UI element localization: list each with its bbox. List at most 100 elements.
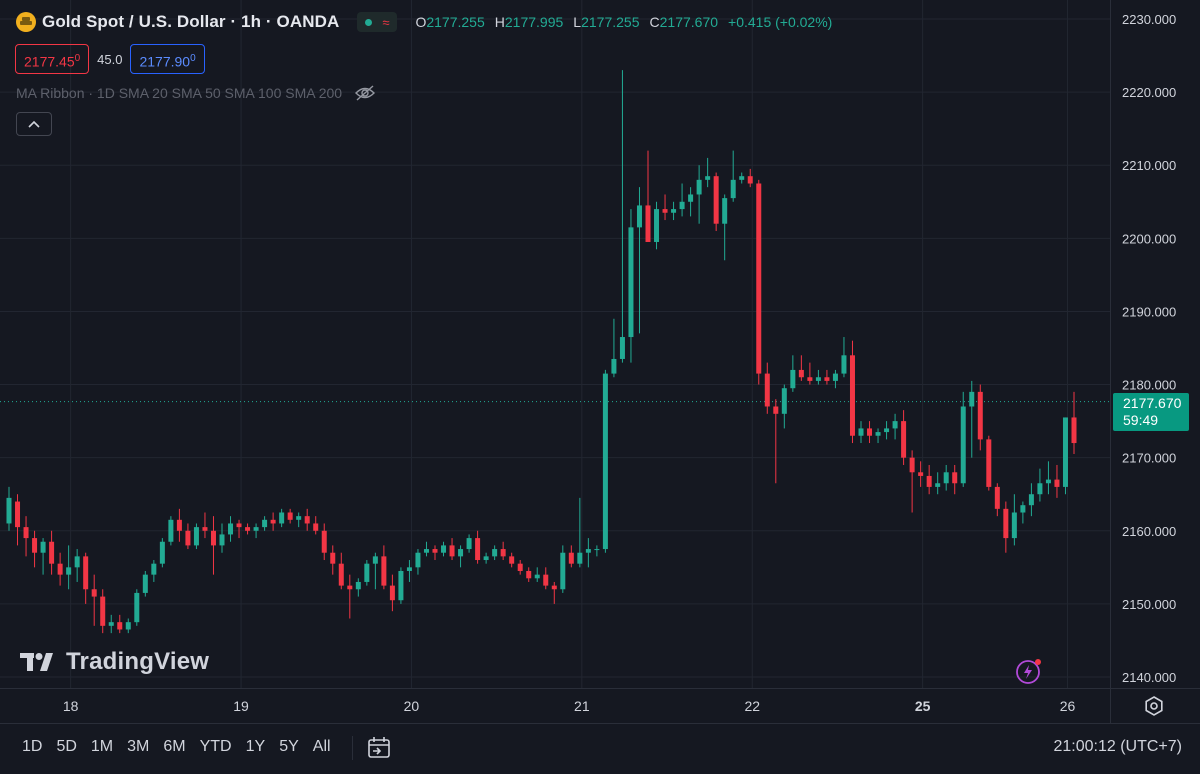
candle-body <box>296 516 302 520</box>
candle-body <box>228 523 234 535</box>
candle-body <box>841 355 847 374</box>
candle <box>875 428 881 444</box>
goto-date-icon[interactable] <box>366 735 392 761</box>
settings-icon[interactable] <box>1143 695 1165 717</box>
candle <box>219 523 225 553</box>
wave-icon: ≈ <box>382 14 390 30</box>
buy-button[interactable]: 2177.900 <box>130 44 205 74</box>
candle <box>935 472 941 495</box>
candle <box>262 516 268 531</box>
candle <box>1011 494 1017 546</box>
candle-body <box>534 574 540 579</box>
range-1m-button[interactable]: 1M <box>90 738 114 755</box>
candle <box>969 380 975 458</box>
candle <box>645 150 651 242</box>
range-3m-button[interactable]: 3M <box>127 738 150 755</box>
candle-body <box>202 527 208 531</box>
candle-body <box>466 538 472 550</box>
candle-body <box>568 552 574 564</box>
eye-off-icon[interactable] <box>354 85 376 101</box>
candle-body <box>287 512 293 520</box>
candle <box>1071 391 1077 455</box>
candle <box>577 497 583 568</box>
candle-body <box>594 549 600 551</box>
collapse-legend-button[interactable] <box>16 112 52 136</box>
range-ytd-button[interactable]: YTD <box>199 738 232 755</box>
x-tick-label: 18 <box>63 698 79 714</box>
sell-button[interactable]: 2177.450 <box>15 44 90 74</box>
candle-body <box>696 179 702 195</box>
tradingview-logo[interactable]: TradingView <box>20 648 209 676</box>
candle-body <box>764 373 770 407</box>
candle <box>398 567 404 604</box>
candle <box>338 552 344 590</box>
timezone-clock[interactable]: 21:00:12 (UTC+7) <box>1053 738 1182 755</box>
candle-body <box>509 556 515 564</box>
candle-body <box>125 622 131 630</box>
price-chart[interactable]: 2140.000 2150.000 2160.000 2170.000 2180.000… <box>0 0 1200 723</box>
symbol-title[interactable]: Gold Spot / U.S. Dollar · 1h · OANDA <box>42 12 340 31</box>
ohlc-open: O2177.255 <box>415 14 485 30</box>
range-1y-button[interactable]: 1Y <box>245 738 266 755</box>
candle-body <box>236 523 242 528</box>
candle <box>176 508 182 542</box>
candle-body <box>926 475 932 487</box>
candle <box>185 523 191 550</box>
candle-body <box>688 194 694 202</box>
candle <box>994 483 1000 517</box>
candle-body <box>15 501 21 528</box>
candle <box>347 574 353 619</box>
candle <box>117 614 123 634</box>
x-tick-label: 19 <box>233 698 249 714</box>
flash-icon[interactable] <box>1016 658 1042 684</box>
candle <box>977 384 983 451</box>
candle-body <box>679 201 685 210</box>
candle-body <box>492 549 498 557</box>
market-status[interactable]: ≈ <box>357 12 398 32</box>
candle-body <box>142 574 148 593</box>
candle-body <box>313 523 319 531</box>
candle-body <box>773 406 779 414</box>
gold-icon[interactable] <box>16 12 36 32</box>
candle-body <box>739 176 745 180</box>
y-tick-label: 2140.000 <box>1122 670 1176 685</box>
candle <box>458 545 464 568</box>
candle <box>654 201 660 250</box>
candle-body <box>551 585 557 590</box>
candle-body <box>543 574 549 586</box>
candle-body <box>245 527 251 531</box>
candle <box>1020 501 1026 524</box>
candle-body <box>185 530 191 546</box>
candle <box>245 523 251 535</box>
candle-body <box>372 556 378 564</box>
candle-body <box>168 519 174 542</box>
range-all-button[interactable]: All <box>312 738 331 755</box>
candle-body <box>74 556 80 568</box>
candle <box>466 534 472 553</box>
candle-body <box>49 541 55 564</box>
candle-body <box>628 227 634 338</box>
range-1d-button[interactable]: 1D <box>22 738 43 755</box>
ohlc-values: O2177.255 H2177.995 L2177.255 C2177.670 … <box>415 14 832 30</box>
candle-body <box>441 545 447 553</box>
candle <box>100 589 106 634</box>
candle <box>884 421 890 440</box>
candle-body <box>1003 508 1009 539</box>
candle-body <box>969 391 975 407</box>
candle <box>713 172 719 232</box>
spread-value: 45.0 <box>97 51 123 67</box>
candle-body <box>159 541 165 564</box>
tv-logo-icon <box>20 653 53 671</box>
candle <box>841 337 847 378</box>
x-tick-label: 20 <box>404 698 420 714</box>
candle-body <box>423 549 429 553</box>
candle-body <box>577 552 583 564</box>
range-5d-button[interactable]: 5D <box>56 738 77 755</box>
toolbar-divider <box>352 736 353 760</box>
candle <box>108 614 114 634</box>
range-5y-button[interactable]: 5Y <box>279 738 299 755</box>
indicator-legend[interactable]: MA Ribbon · 1D SMA 20 SMA 50 SMA 100 SMA… <box>16 85 376 101</box>
range-6m-button[interactable]: 6M <box>163 738 186 755</box>
candle <box>696 165 702 224</box>
